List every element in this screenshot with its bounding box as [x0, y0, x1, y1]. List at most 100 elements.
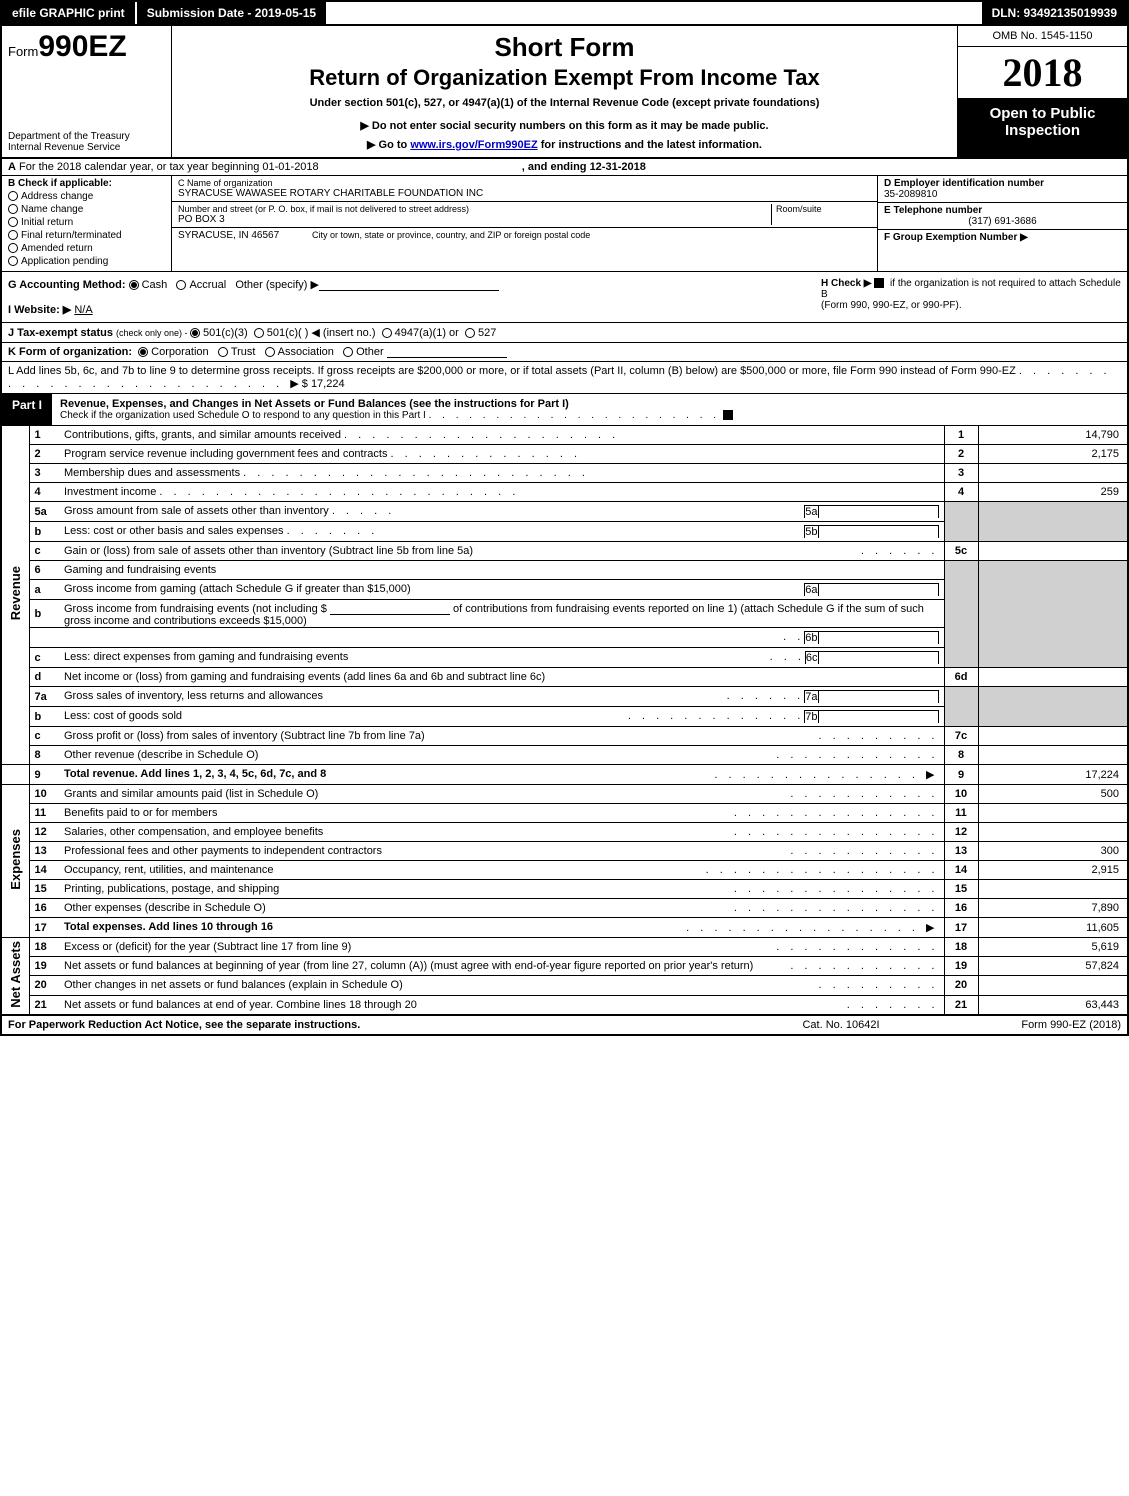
header-left: Form990EZ Department of the Treasury Int…	[2, 26, 172, 157]
line-7c-num: c	[29, 727, 59, 746]
line-3-val	[978, 464, 1128, 483]
line-2-box: 2	[944, 445, 978, 464]
open-line2: Inspection	[960, 122, 1125, 139]
line-6-shade1	[944, 561, 978, 668]
efile-print-button[interactable]: efile GRAPHIC print	[2, 2, 137, 24]
line-14-desc: Occupancy, rent, utilities, and maintena…	[59, 861, 944, 880]
line-11-val	[978, 804, 1128, 823]
line-20-val	[978, 976, 1128, 995]
form-header: Form990EZ Department of the Treasury Int…	[0, 26, 1129, 159]
line-16-desc: Other expenses (describe in Schedule O) …	[59, 899, 944, 918]
radio-other-org[interactable]	[343, 347, 353, 357]
check-amended-return[interactable]: Amended return	[8, 243, 165, 254]
line-18-val: 5,619	[978, 938, 1128, 957]
line-5a: 5a Gross amount from sale of assets othe…	[1, 502, 1128, 522]
e-label: E Telephone number	[884, 205, 1121, 216]
check-name-change[interactable]: Name change	[8, 204, 165, 215]
radio-501c3[interactable]	[190, 328, 200, 338]
dept-line2: Internal Revenue Service	[8, 142, 165, 153]
line-9-box: 9	[944, 765, 978, 785]
line-19-box: 19	[944, 957, 978, 976]
j-opt-2: 4947(a)(1) or	[395, 327, 459, 339]
phone: (317) 691-3686	[884, 216, 1121, 227]
line-14-num: 14	[29, 861, 59, 880]
line-7-shade1	[944, 687, 978, 727]
check-label-3: Final return/terminated	[21, 230, 122, 241]
side-netassets-label: Net Assets	[8, 941, 23, 1008]
side-netassets: Net Assets	[1, 938, 29, 1015]
k-opt-0: Corporation	[151, 346, 208, 358]
goto-link[interactable]: www.irs.gov/Form990EZ	[410, 139, 537, 151]
short-form-title: Short Form	[180, 32, 949, 63]
line-14-box: 14	[944, 861, 978, 880]
radio-501c[interactable]	[254, 328, 264, 338]
tax-year: 2018	[958, 47, 1127, 99]
form-prefix: Form	[8, 44, 38, 59]
line-14: 14 Occupancy, rent, utilities, and maint…	[1, 861, 1128, 880]
h-checkbox[interactable]	[874, 278, 884, 288]
line-21-num: 21	[29, 995, 59, 1015]
line-7c-desc: Gross profit or (loss) from sales of inv…	[59, 727, 944, 746]
schedule-o-checkbox[interactable]	[723, 410, 733, 420]
line-13-val: 300	[978, 842, 1128, 861]
j-label: J Tax-exempt status	[8, 327, 113, 339]
goto-line: ▶ Go to www.irs.gov/Form990EZ for instru…	[180, 138, 949, 151]
line-16-box: 16	[944, 899, 978, 918]
topbar-spacer	[326, 2, 981, 24]
line-11-desc: Benefits paid to or for members . . . . …	[59, 804, 944, 823]
line-6d-val	[978, 668, 1128, 687]
goto-prefix: ▶ Go to	[367, 139, 410, 151]
line-7a: 7a Gross sales of inventory, less return…	[1, 687, 1128, 707]
other-specify-fill	[319, 279, 499, 291]
line-2: 2 Program service revenue including gove…	[1, 445, 1128, 464]
other-org-fill	[387, 346, 507, 358]
line-5a-in: 5a	[804, 505, 818, 518]
f-label: F Group Exemption Number ▶	[884, 232, 1121, 243]
radio-527[interactable]	[465, 328, 475, 338]
line-3-num: 3	[29, 464, 59, 483]
line-20-desc: Other changes in net assets or fund bala…	[59, 976, 944, 995]
line-7b-num: b	[29, 707, 59, 727]
radio-trust[interactable]	[218, 347, 228, 357]
check-address-change[interactable]: Address change	[8, 191, 165, 202]
block-bcd: B Check if applicable: Address change Na…	[0, 176, 1129, 272]
line-21-val: 63,443	[978, 995, 1128, 1015]
ein: 35-2089810	[884, 189, 1121, 200]
check-label-5: Application pending	[21, 256, 108, 267]
line-5b-inval	[819, 525, 939, 538]
line-6b-desc: Gross income from fundraising events (no…	[59, 600, 944, 628]
radio-accrual[interactable]	[176, 280, 186, 290]
footer-paperwork: For Paperwork Reduction Act Notice, see …	[8, 1019, 741, 1031]
check-final-return[interactable]: Final return/terminated	[8, 230, 165, 241]
line-7c-val	[978, 727, 1128, 746]
line-4: 4 Investment income . . . . . . . . . . …	[1, 483, 1128, 502]
check-application-pending[interactable]: Application pending	[8, 256, 165, 267]
submission-date-label: Submission Date - 2019-05-15	[137, 2, 326, 24]
line-6b-inval	[819, 631, 939, 644]
radio-cash[interactable]	[129, 280, 139, 290]
line-1-num: 1	[29, 426, 59, 445]
line-6: 6 Gaming and fundraising events	[1, 561, 1128, 580]
part-1-sub: Check if the organization used Schedule …	[60, 410, 426, 421]
check-label-2: Initial return	[21, 217, 73, 228]
line-10-box: 10	[944, 785, 978, 804]
address-row: Number and street (or P. O. box, if mail…	[172, 202, 877, 228]
radio-4947[interactable]	[382, 328, 392, 338]
omb-number: OMB No. 1545-1150	[958, 26, 1127, 47]
j-sub: (check only one) -	[116, 328, 190, 338]
line-7b-in: 7b	[804, 710, 818, 723]
line-10-desc: Grants and similar amounts paid (list in…	[59, 785, 944, 804]
line-6a-in: 6a	[804, 583, 818, 596]
radio-association[interactable]	[265, 347, 275, 357]
line-15-desc: Printing, publications, postage, and shi…	[59, 880, 944, 899]
line-6a-inval	[819, 583, 939, 596]
line-20-box: 20	[944, 976, 978, 995]
check-initial-return[interactable]: Initial return	[8, 217, 165, 228]
line-8-desc: Other revenue (describe in Schedule O) .…	[59, 746, 944, 765]
line-1-desc: Contributions, gifts, grants, and simila…	[59, 426, 944, 445]
addr-label: Number and street (or P. O. box, if mail…	[178, 204, 771, 214]
line-6c-desc: Less: direct expenses from gaming and fu…	[59, 648, 944, 668]
line-11: 11 Benefits paid to or for members . . .…	[1, 804, 1128, 823]
d-label: D Employer identification number	[884, 178, 1121, 189]
radio-corporation[interactable]	[138, 347, 148, 357]
